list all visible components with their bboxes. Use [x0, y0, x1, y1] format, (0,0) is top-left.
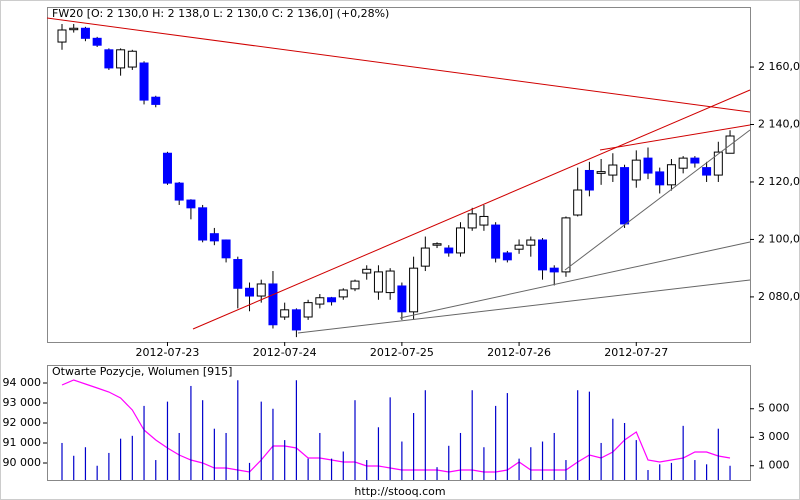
y2-tick-label: 5 000	[758, 402, 790, 415]
candle-body	[221, 239, 231, 259]
candle-body	[655, 171, 665, 186]
candle-body	[162, 152, 172, 184]
y2-tick-label: 1 000	[758, 459, 790, 472]
candle-body	[338, 289, 348, 298]
trend-line	[297, 279, 751, 334]
chart-title: FW20 [O: 2 130,0 H: 2 138,0 L: 2 130,0 C…	[52, 7, 389, 20]
candle-body	[631, 159, 641, 181]
candle-body	[350, 280, 360, 290]
candle-body	[678, 157, 688, 169]
y-tick-label: 94 000	[3, 376, 42, 389]
candle-body	[538, 239, 548, 271]
candle-body	[373, 271, 383, 293]
footer: http://stooq.com	[354, 485, 445, 498]
candle-body	[327, 297, 337, 303]
candle-body	[315, 297, 325, 305]
candle-body	[526, 239, 536, 246]
y-tick-label: 2 120,0	[758, 175, 800, 188]
trend-line	[192, 89, 751, 330]
candle-body	[397, 285, 407, 313]
candle-body	[432, 243, 442, 246]
y2-tick-label: 3 000	[758, 430, 790, 443]
lower-panel	[47, 365, 751, 481]
candle-body	[80, 27, 90, 39]
candle-body	[502, 252, 512, 261]
open-interest-line	[61, 379, 731, 473]
candle-body	[139, 62, 149, 101]
candle-body	[104, 49, 114, 69]
candle-body	[385, 270, 395, 294]
candle-body	[303, 302, 313, 318]
trend-line	[564, 129, 751, 271]
candle-body	[561, 217, 571, 273]
y-tick-label: 91 000	[3, 436, 42, 449]
x-tick-label: 2012-07-23	[136, 346, 200, 359]
candle-body	[151, 96, 161, 105]
y-tick-label: 2 140,0	[758, 118, 800, 131]
candle-body	[256, 283, 266, 297]
x-tick-label: 2012-07-25	[370, 346, 434, 359]
candle-body	[479, 215, 489, 226]
y-tick-label: 2 080,0	[758, 290, 800, 303]
candle-body	[409, 267, 419, 313]
candle-body	[268, 283, 278, 326]
candle-body	[514, 244, 524, 250]
trend-line	[399, 241, 751, 319]
candle-body	[92, 37, 102, 46]
candle-body	[584, 169, 594, 191]
candle-body	[573, 189, 583, 216]
candle-body	[245, 287, 255, 297]
candle-body	[702, 167, 712, 176]
candle-body	[491, 224, 501, 259]
candle-body	[69, 27, 79, 31]
candle-body	[198, 207, 208, 241]
candle-body	[643, 157, 653, 174]
y-tick-label: 2 160,0	[758, 60, 800, 73]
trend-line	[46, 17, 751, 113]
x-tick-label: 2012-07-24	[253, 346, 317, 359]
candle-body	[209, 233, 219, 242]
subchart-title: Otwarte Pozycje, Wolumen [915]	[52, 365, 232, 378]
trend-lines	[46, 17, 751, 334]
candle-body	[467, 213, 477, 229]
candle-body	[291, 309, 301, 331]
y-tick-label: 92 000	[3, 416, 42, 429]
candle-body	[690, 157, 700, 164]
y-tick-label: 93 000	[3, 396, 42, 409]
y-tick-label: 2 100,0	[758, 232, 800, 245]
candle-body	[596, 171, 606, 174]
candle-body	[362, 268, 372, 274]
trend-line	[599, 124, 751, 151]
candle-body	[608, 164, 618, 176]
candle-body	[666, 164, 676, 186]
candle-body	[420, 247, 430, 267]
candle-body	[186, 199, 196, 209]
candle-body	[233, 259, 243, 289]
candle-body	[116, 49, 126, 69]
candle-body	[620, 167, 630, 225]
x-tick-label: 2012-07-27	[604, 346, 668, 359]
candle-body	[713, 151, 723, 176]
candle-body	[549, 267, 559, 273]
candle-body	[127, 50, 137, 68]
candle-body	[57, 29, 67, 43]
y-tick-label: 90 000	[3, 456, 42, 469]
x-tick-label: 2012-07-26	[487, 346, 551, 359]
candle-body	[455, 227, 465, 254]
candle-body	[444, 247, 454, 254]
candle-body	[174, 182, 184, 201]
candle-body	[280, 309, 290, 318]
